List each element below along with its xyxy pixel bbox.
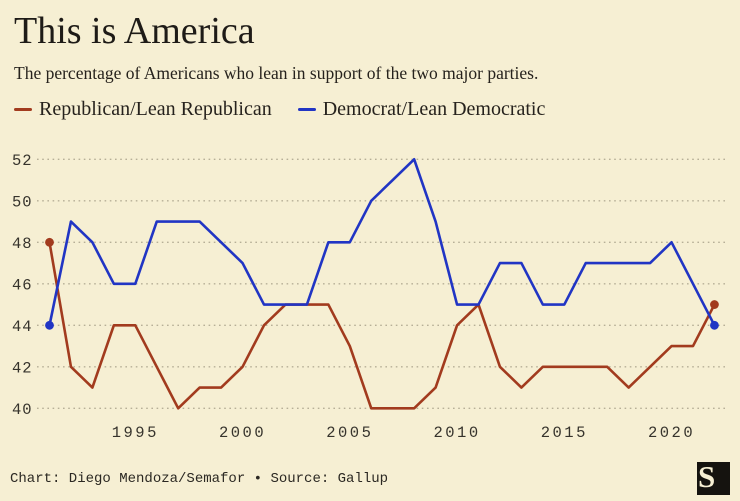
chart-credit: Chart: Diego Mendoza/Semafor • Source: G… <box>10 471 389 487</box>
page-title: This is America <box>14 10 255 52</box>
y-tick-label: 50 <box>12 193 33 211</box>
legend-item-republican: Republican/Lean Republican <box>14 98 272 121</box>
chart-area: 40 42 44 46 48 50 52 1995 2000 2005 2010 2015 2020 <box>0 140 740 460</box>
chart-legend: Republican/Lean Republican Democrat/Lean… <box>14 98 726 121</box>
republican-line <box>48 242 716 410</box>
y-tick-label: 46 <box>12 276 33 294</box>
line-endpoint-dot <box>45 237 54 247</box>
y-tick-label: 40 <box>12 401 33 419</box>
y-tick-label: 42 <box>12 359 33 377</box>
x-tick-label: 2015 <box>541 424 588 442</box>
x-tick-label: 2010 <box>433 424 480 442</box>
democrat-line-swatch-icon <box>297 107 316 111</box>
y-tick-label: 44 <box>12 318 33 336</box>
republican-line-swatch-icon <box>14 107 32 111</box>
semafor-logo: S <box>697 462 730 495</box>
line-endpoint-dot <box>710 300 719 309</box>
y-tick-label: 52 <box>12 152 33 170</box>
line-endpoint-dot <box>45 320 54 330</box>
chart-header: This is America The percentage of Americ… <box>14 10 726 121</box>
chart-svg: 40 42 44 46 48 50 52 1995 2000 2005 2010 2015 2020 <box>12 152 728 442</box>
x-tick-label: 1995 <box>112 424 159 442</box>
democrat-line <box>48 157 716 326</box>
chart-subtitle: The percentage of Americans who lean in … <box>14 62 539 83</box>
legend-item-democrat: Democrat/Lean Democratic <box>297 97 546 121</box>
x-tick-label: 2005 <box>326 424 373 442</box>
x-tick-label: 2000 <box>219 424 266 442</box>
y-tick-label: 48 <box>12 235 33 253</box>
semafor-logo-letter: S <box>698 462 716 494</box>
x-tick-label: 2020 <box>648 424 695 442</box>
line-endpoint-dot <box>710 320 719 330</box>
legend-label-democrat: Democrat/Lean Democratic <box>322 97 546 120</box>
legend-label-republican: Republican/Lean Republican <box>39 97 272 120</box>
